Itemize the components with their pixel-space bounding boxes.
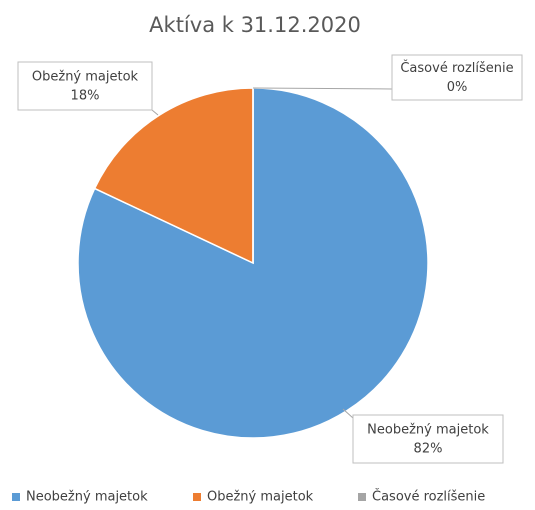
chart-title: Aktíva k 31.12.2020	[149, 13, 361, 37]
legend-swatch	[358, 493, 366, 501]
legend-label: Neobežný majetok	[26, 490, 148, 505]
data-label-name: Časové rozlíšenie	[400, 60, 513, 76]
legend-label: Časové rozlíšenie	[372, 489, 485, 505]
leader-line	[151, 109, 159, 116]
leader-line	[342, 408, 354, 419]
legend-swatch	[12, 493, 20, 501]
legend-label: Obežný majetok	[207, 490, 314, 505]
data-label-value: 82%	[414, 442, 443, 457]
data-label-box	[17, 61, 153, 111]
data-label-box	[391, 54, 523, 101]
leader-line	[252, 87, 393, 90]
data-label-value: 0%	[447, 80, 468, 95]
legend-swatch	[193, 493, 201, 501]
data-label-name: Neobežný majetok	[367, 423, 489, 438]
pie-slice	[93, 87, 254, 265]
data-label-value: 18%	[71, 89, 100, 104]
data-label-name: Obežný majetok	[32, 70, 139, 85]
data-label-box	[352, 414, 504, 464]
